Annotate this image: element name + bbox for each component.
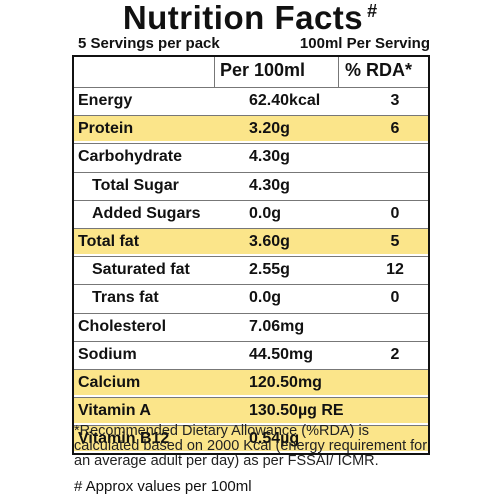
nutrient-value: 3.20g <box>249 120 290 138</box>
nutrient-name: Trans fat <box>92 289 159 307</box>
column-divider <box>214 57 215 87</box>
nutrient-rda: 0 <box>390 204 400 222</box>
nutrient-name: Energy <box>78 92 133 109</box>
nutrient-name: Calcium <box>78 374 141 391</box>
table-row: Total Sugar 4.30g <box>74 171 428 198</box>
column-per-100ml: Per 100ml <box>220 60 306 80</box>
column-rda: % RDA* <box>345 60 413 80</box>
serving-size: 100ml Per Serving <box>299 35 430 52</box>
table-row: Trans fat 0.0g 0 <box>74 284 428 310</box>
nutrient-name: Vitamin B12 <box>78 430 170 448</box>
nutrient-rda: 5 <box>390 233 400 250</box>
nutrient-rda: 2 <box>390 345 400 363</box>
table-row: Cholesterol 7.06mg <box>74 312 428 339</box>
nutrient-value: 0.0g <box>249 289 282 307</box>
nutrient-name: Saturated fat <box>92 261 190 279</box>
title-bar: Nutrition Facts # <box>0 0 500 38</box>
nutrient-name: Carbohydrate <box>78 148 183 166</box>
nutrient-value: 3.60g <box>249 233 290 250</box>
nutrition-table: Per 100ml % RDA* Energy 62.40kcal 3 Protein… <box>72 55 430 455</box>
nutrient-value: 4.30g <box>249 148 290 166</box>
table-header: Per 100ml % RDA* <box>74 57 428 87</box>
table-row: Saturated fat 2.55g 12 <box>74 256 428 282</box>
table-row: Calcium 120.50mg <box>74 369 428 395</box>
nutrient-name: Added Sugars <box>92 204 201 222</box>
nutrient-value: 4.30g <box>249 176 290 194</box>
nutrient-value: 2.55g <box>249 261 290 279</box>
nutrient-value: 44.50mg <box>249 345 314 363</box>
title-footnote-mark: # <box>367 1 378 21</box>
page-title: Nutrition Facts <box>122 0 364 36</box>
table-row: Sodium 44.50mg 2 <box>74 340 428 367</box>
nutrient-value: 7.06mg <box>249 317 305 335</box>
nutrient-rda: 3 <box>390 92 400 109</box>
table-row: Vitamin B12 0.54µg <box>74 425 428 451</box>
nutrient-name: Sodium <box>78 345 137 363</box>
table-row: Energy 62.40kcal 3 <box>74 87 428 113</box>
nutrient-name: Total fat <box>78 233 140 250</box>
nutrient-name: Total Sugar <box>92 176 179 194</box>
table-row: Vitamin A 130.50µg RE <box>74 397 428 423</box>
nutrient-value: 130.50µg RE <box>249 402 344 420</box>
nutrient-value: 0.0g <box>249 204 282 222</box>
nutrient-rda: 12 <box>386 261 404 279</box>
nutrient-name: Cholesterol <box>78 317 167 335</box>
nutrient-rda: 6 <box>390 120 400 138</box>
nutrient-value: 120.50mg <box>249 374 322 391</box>
footnote: *Recommended Dietary Allowance (%RDA) is… <box>74 423 428 469</box>
nutrient-name: Vitamin A <box>78 402 151 420</box>
column-divider <box>338 57 339 87</box>
nutrient-value: 62.40kcal <box>249 92 321 109</box>
nutrient-value: 0.54µg <box>249 430 300 448</box>
nutrient-name: Protein <box>78 120 134 138</box>
table-row: Added Sugars 0.0g 0 <box>74 199 428 226</box>
servings-per-pack: 5 Servings per pack <box>78 35 220 52</box>
table-row: Carbohydrate 4.30g <box>74 143 428 169</box>
table-row: Protein 3.20g 6 <box>74 115 428 141</box>
nutrient-rda: 0 <box>390 289 400 307</box>
table-row: Total fat 3.60g 5 <box>74 228 428 254</box>
approx-note: # Approx values per 100ml <box>74 478 252 495</box>
